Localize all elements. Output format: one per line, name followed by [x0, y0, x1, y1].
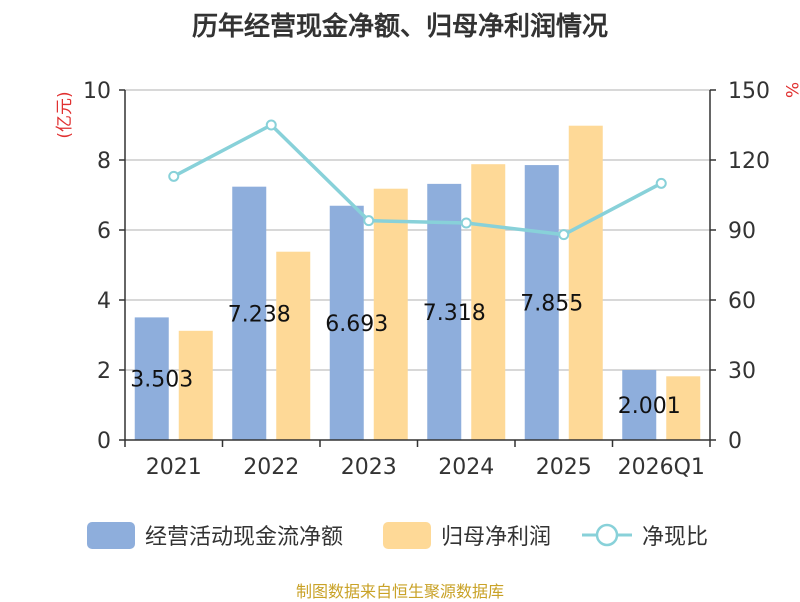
bar-cashflow	[622, 369, 657, 440]
bar-data-label: 7.318	[423, 301, 486, 326]
bar-netprofit	[178, 330, 213, 440]
bar-data-label: 6.693	[325, 312, 388, 337]
left-tick-label: 6	[97, 219, 111, 244]
right-axis-title: %	[781, 82, 800, 98]
x-tick-label: 2023	[341, 455, 397, 480]
bar-data-label: 2.001	[618, 394, 681, 419]
x-tick-label: 2026Q1	[618, 455, 705, 480]
x-tick-label: 2024	[438, 455, 494, 480]
right-tick-label: 0	[728, 429, 742, 454]
legend-label-cashflow: 经营活动现金流净额	[145, 525, 343, 550]
bar-netprofit	[276, 251, 311, 440]
legend-swatch-cashflow	[87, 522, 135, 549]
bar-cashflow	[329, 205, 364, 440]
bar-cashflow	[134, 317, 169, 440]
bar-cashflow	[524, 165, 559, 440]
chart-title: 历年经营现金净额、归母净利润情况	[191, 12, 608, 42]
ratio-point	[265, 119, 277, 131]
ratio-point	[363, 215, 375, 227]
legend-label-netprofit: 归母净利润	[441, 525, 551, 550]
left-tick-label: 0	[97, 429, 111, 454]
ratio-line	[172, 122, 663, 237]
bar-netprofit	[471, 164, 506, 440]
bar-netprofit	[666, 376, 701, 440]
left-axis-title: (亿元)	[55, 91, 75, 138]
bar-netprofit	[568, 125, 603, 440]
ratio-point	[558, 229, 570, 241]
x-tick-label: 2021	[146, 455, 202, 480]
data-source: 制图数据来自恒生聚源数据库	[295, 582, 504, 601]
bar-data-label: 7.855	[520, 292, 583, 317]
x-tick-label: 2022	[243, 455, 299, 480]
ratio-point	[460, 217, 472, 229]
legend-swatch-netprofit	[383, 522, 431, 549]
right-tick-label: 60	[728, 289, 756, 314]
bar-netprofit	[373, 188, 408, 440]
bar-cashflow	[427, 183, 462, 440]
ratio-point	[655, 177, 667, 189]
left-tick-label: 10	[83, 79, 111, 104]
left-tick-label: 4	[97, 289, 111, 314]
right-tick-label: 90	[728, 219, 756, 244]
bar-data-label: 7.238	[228, 302, 291, 327]
right-tick-label: 30	[728, 359, 756, 384]
ratio-point	[168, 170, 180, 182]
bar-data-label: 3.503	[130, 368, 193, 393]
legend-label-ratio: 净现比	[642, 525, 708, 550]
left-tick-label: 2	[97, 359, 111, 384]
legend-swatch-ratio-marker	[595, 523, 619, 547]
right-tick-label: 150	[728, 79, 770, 104]
right-tick-label: 120	[728, 149, 770, 174]
bar-cashflow	[232, 186, 267, 440]
x-tick-label: 2025	[536, 455, 592, 480]
left-tick-label: 8	[97, 149, 111, 174]
